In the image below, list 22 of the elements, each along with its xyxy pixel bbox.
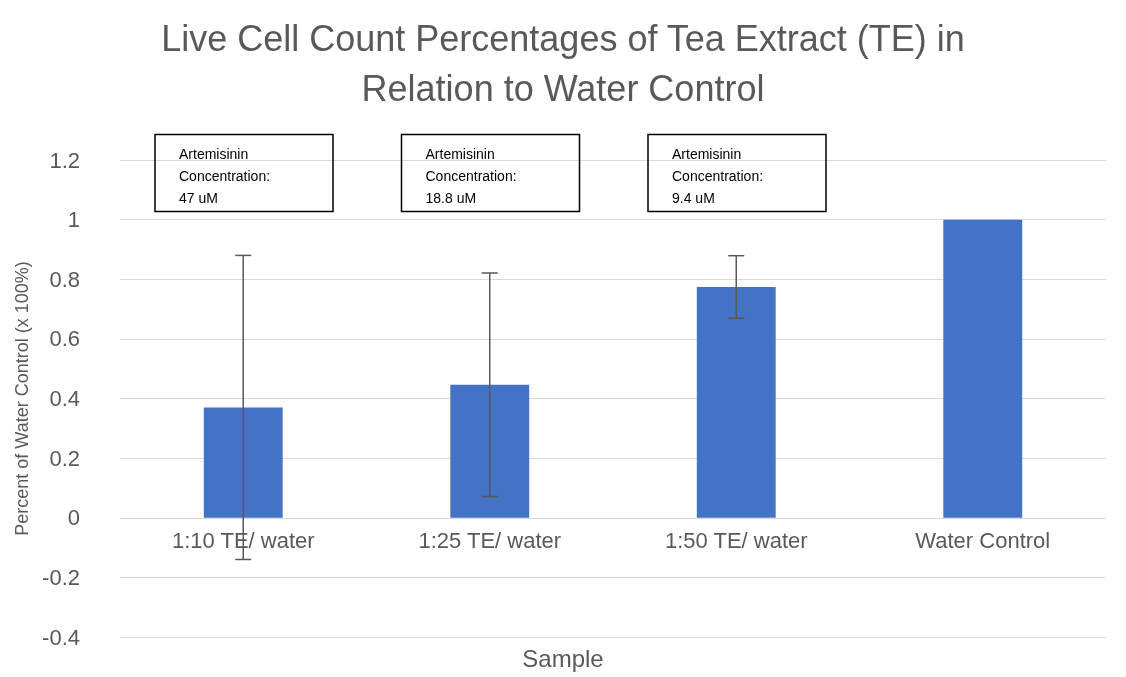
x-axis-title: Sample — [522, 644, 604, 672]
bar — [203, 407, 283, 518]
x-tick-label: Water Control — [915, 528, 1051, 554]
y-tick-label: -0.2 — [42, 564, 80, 590]
annotation: Artemisinin Concentration: 18.8 uM — [425, 146, 517, 207]
bar — [696, 287, 776, 518]
y-axis-title: Percent of Water Control (x 100%) — [12, 261, 33, 536]
y-tick-label: -0.4 — [42, 624, 80, 650]
annotation: Artemisinin Concentration: 9.4 uM — [672, 146, 764, 207]
y-tick-label: 0.4 — [49, 386, 80, 411]
y-tick-label: 0.6 — [49, 326, 80, 352]
annotation: Artemisinin Concentration: 47 uM — [179, 146, 271, 207]
y-tick-label: 0.8 — [49, 266, 80, 292]
chart-title: Live Cell Count Percentages of Tea Extract (TE) in Relation to Water Control — [161, 17, 965, 109]
x-tick-label: 1:25 TE/ water — [418, 528, 562, 554]
y-tick-label: 1.2 — [49, 147, 80, 173]
y-tick-label: 1 — [67, 207, 80, 233]
bar — [943, 219, 1023, 518]
y-tick-label: 0.2 — [49, 445, 80, 471]
x-tick-label: 1:50 TE/ water — [664, 528, 808, 554]
y-tick-label: 0 — [67, 505, 80, 531]
bar — [450, 384, 530, 518]
